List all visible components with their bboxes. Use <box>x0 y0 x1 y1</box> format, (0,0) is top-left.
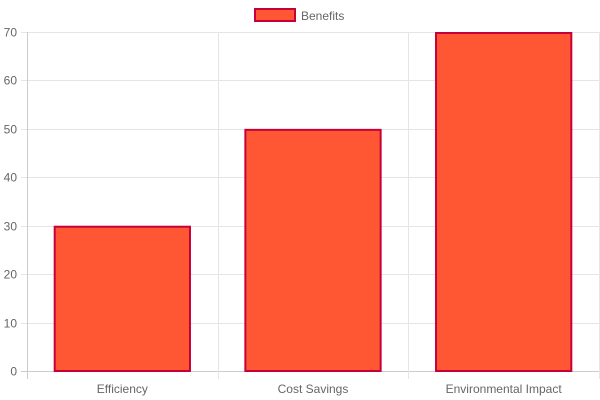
x-tick-label: Cost Savings <box>278 382 349 396</box>
legend[interactable]: Benefits <box>254 8 344 23</box>
y-tick-label: 20 <box>4 268 18 282</box>
bars <box>53 32 573 372</box>
axes: 0 10 20 30 40 50 60 70 Efficiency Cost Savings Env… <box>4 26 563 397</box>
y-tick-label: 30 <box>4 220 18 234</box>
legend-label-benefits[interactable]: Benefits <box>301 9 344 23</box>
bar-efficiency[interactable] <box>53 225 191 372</box>
legend-swatch-benefits[interactable] <box>254 8 296 22</box>
y-tick-label: 50 <box>4 123 18 137</box>
x-tick-label: Environmental Impact <box>446 382 563 396</box>
y-tick-label: 40 <box>4 171 18 185</box>
y-tick-label: 70 <box>4 26 18 40</box>
y-tick-label: 60 <box>4 74 18 88</box>
bar-environmental-impact[interactable] <box>435 32 573 372</box>
y-tick-label: 0 <box>10 365 17 379</box>
y-tick-label: 10 <box>4 317 18 331</box>
x-tick-label: Efficiency <box>97 382 148 396</box>
bar-cost-savings[interactable] <box>244 128 382 372</box>
